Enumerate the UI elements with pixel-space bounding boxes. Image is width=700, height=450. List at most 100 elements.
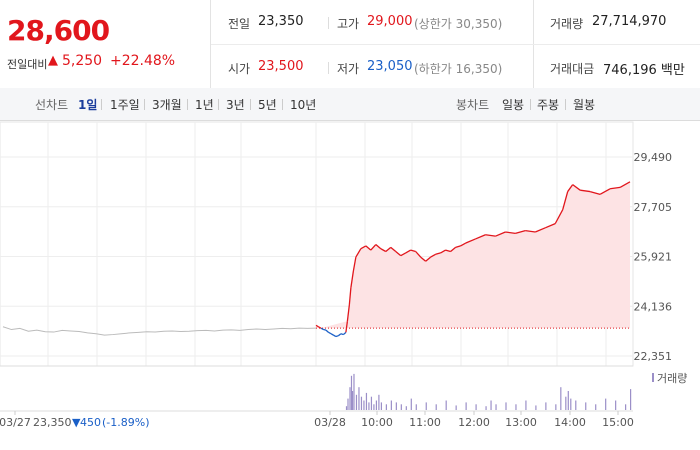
x-tick-label: 12:00 (458, 416, 490, 429)
volume-bar (375, 400, 378, 410)
volume-bar (455, 405, 457, 410)
today-line-segment (330, 333, 334, 336)
prev-close-value: 23,350 (258, 14, 304, 29)
y-tick-label: 29,490 (634, 151, 673, 164)
volume-bar (353, 373, 355, 410)
today-line-segment (505, 231, 516, 235)
period-1y[interactable]: 1년 (195, 98, 214, 112)
price-summary: 28,600 전일대비 ▲ 5,250 +22.48% (0, 0, 700, 89)
volume-bar (515, 404, 517, 410)
candle-weekly[interactable]: 주봉 (537, 98, 560, 112)
volume-bar (355, 394, 358, 410)
y-tick-label: 25,921 (634, 251, 673, 264)
today-area-fill (316, 181, 630, 329)
volume-bar (395, 402, 397, 410)
prev-close-label: 전일 (228, 17, 251, 31)
today-line-segment (420, 256, 427, 262)
x-tick-labels: 03/27 03/28 10:00 11:00 12:00 13:00 14:00 15:00 (0, 411, 634, 429)
open-label: 시가 (228, 62, 251, 76)
volume-value: 27,714,970 (592, 14, 667, 29)
today-line-segment (350, 270, 355, 288)
period-5y[interactable]: 5년 (258, 98, 277, 112)
today-line-segment (360, 245, 367, 250)
volume-legend: 거래량 (657, 372, 687, 385)
chart-toolbar (0, 88, 700, 121)
period-3y[interactable]: 3년 (226, 98, 245, 112)
volume-bar (435, 404, 437, 410)
volume-bar (630, 389, 632, 410)
volume-bar (380, 402, 382, 410)
volume-bar (347, 398, 349, 410)
volume-bar (378, 394, 380, 410)
volume-bar (570, 398, 572, 410)
y-tick-label: 24,136 (634, 300, 673, 313)
period-1w[interactable]: 1주일 (110, 98, 140, 112)
period-10y[interactable]: 10년 (290, 98, 317, 112)
today-line-segment (475, 234, 486, 240)
volume-bar (567, 391, 569, 410)
open-value: 23,500 (258, 59, 304, 74)
low-value: 23,050 (367, 59, 413, 74)
today-line-segment (430, 253, 436, 258)
volume-label: 거래량 (550, 17, 584, 31)
candle-chart-label: 봉차트 (456, 98, 490, 112)
today-line-segment (450, 246, 456, 252)
period-1d[interactable]: 1일 (78, 98, 98, 112)
period-3m[interactable]: 3개월 (152, 98, 182, 112)
volume-bar (350, 375, 353, 410)
today-line-segment (455, 245, 461, 248)
prev-close-footer: 23,350 (33, 416, 72, 429)
today-line-segment (440, 249, 446, 254)
today-line-segment (375, 244, 382, 250)
candle-daily[interactable]: 일봉 (502, 98, 525, 112)
today-line-segment (370, 244, 377, 251)
x-tick-label: 03/27 (0, 416, 31, 429)
today-line-segment (589, 190, 601, 195)
today-line-segment (323, 328, 327, 331)
x-tick-label: 13:00 (505, 416, 537, 429)
volume-bar (405, 406, 407, 410)
today-line-segment (435, 252, 441, 255)
volume-bar (625, 404, 627, 410)
volume-bar (525, 400, 527, 410)
prev-change-footer-arrow: ▼ (72, 416, 81, 429)
today-line-segment (562, 191, 569, 210)
today-line-segment (348, 287, 352, 305)
x-tick-label: 14:00 (554, 416, 586, 429)
volume-bar (565, 396, 567, 410)
today-line-segment (554, 209, 564, 224)
volume-bar (495, 404, 497, 410)
prev-change-footer: 450 (80, 416, 101, 429)
today-line-segment (318, 326, 322, 329)
today-line-segment (385, 246, 392, 252)
volume-bar (545, 402, 547, 410)
volume-bar (465, 402, 467, 410)
today-line-segment (515, 229, 526, 235)
candle-monthly[interactable]: 월봉 (573, 98, 596, 112)
volume-bar (385, 404, 387, 410)
divider (210, 0, 211, 88)
volume-bar (400, 404, 402, 410)
today-line-segment (338, 333, 342, 337)
volume-bar (475, 404, 477, 410)
today-line-segment (346, 304, 351, 322)
current-price: 28,600 (7, 14, 110, 47)
lower-limit: (하한가 16,350) (414, 62, 503, 76)
low-label: 저가 (337, 62, 360, 76)
today-line-segment (335, 335, 339, 338)
volume-bar (363, 400, 365, 410)
volume-bar (575, 400, 577, 410)
volume-bar (535, 405, 537, 410)
today-line-segment (320, 327, 324, 331)
upper-limit: (상한가 30,350) (414, 17, 503, 31)
today-line-segment (395, 250, 402, 257)
volume-bar (560, 387, 562, 410)
today-line-segment (415, 251, 422, 258)
x-tick-label: 11:00 (409, 416, 441, 429)
today-line-segment (333, 334, 337, 338)
volume-bar (445, 400, 447, 410)
change-percent: +22.48% (110, 53, 176, 69)
high-label: 고가 (337, 17, 360, 31)
today-line-segment (355, 248, 362, 258)
